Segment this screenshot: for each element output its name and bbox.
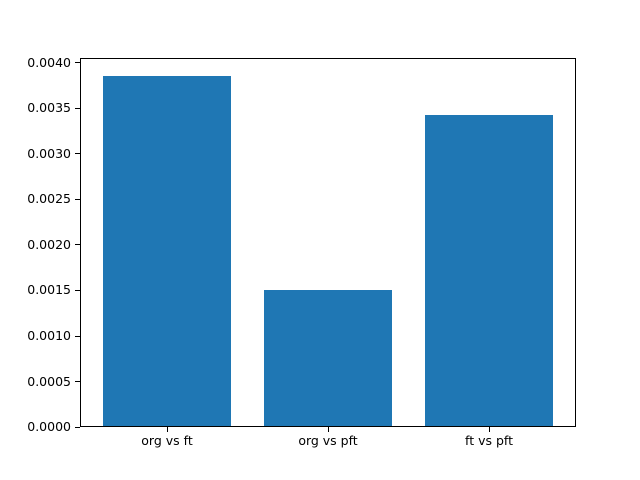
x-tick-label: org vs ft (141, 433, 193, 448)
y-tick-mark (75, 426, 80, 428)
y-tick-mark (75, 244, 80, 246)
y-tick-label: 0.0010 (27, 327, 71, 343)
x-tick-mark (166, 427, 168, 432)
y-tick-label: 0.0020 (27, 236, 71, 252)
x-tick-mark (488, 427, 490, 432)
y-tick-label: 0.0005 (27, 373, 71, 389)
y-tick-label: 0.0025 (27, 191, 71, 207)
y-tick-mark (75, 107, 80, 109)
bar-0 (102, 75, 232, 427)
bar-1 (263, 290, 393, 427)
y-tick-label: 0.0035 (27, 100, 71, 116)
x-tick-label: org vs pft (298, 433, 358, 448)
y-tick-mark (75, 62, 80, 64)
y-tick-mark (75, 289, 80, 291)
x-tick-label: ft vs pft (465, 433, 513, 448)
y-tick-mark (75, 381, 80, 382)
y-tick-label: 0.0000 (27, 418, 71, 434)
y-tick-mark (75, 153, 80, 155)
y-tick-label: 0.0030 (27, 145, 71, 161)
y-tick-mark (75, 198, 80, 200)
x-tick-mark (327, 427, 329, 432)
y-tick-mark (75, 335, 80, 337)
bar-2 (424, 114, 554, 427)
y-tick-label: 0.0040 (27, 54, 71, 70)
y-tick-label: 0.0015 (27, 282, 71, 298)
